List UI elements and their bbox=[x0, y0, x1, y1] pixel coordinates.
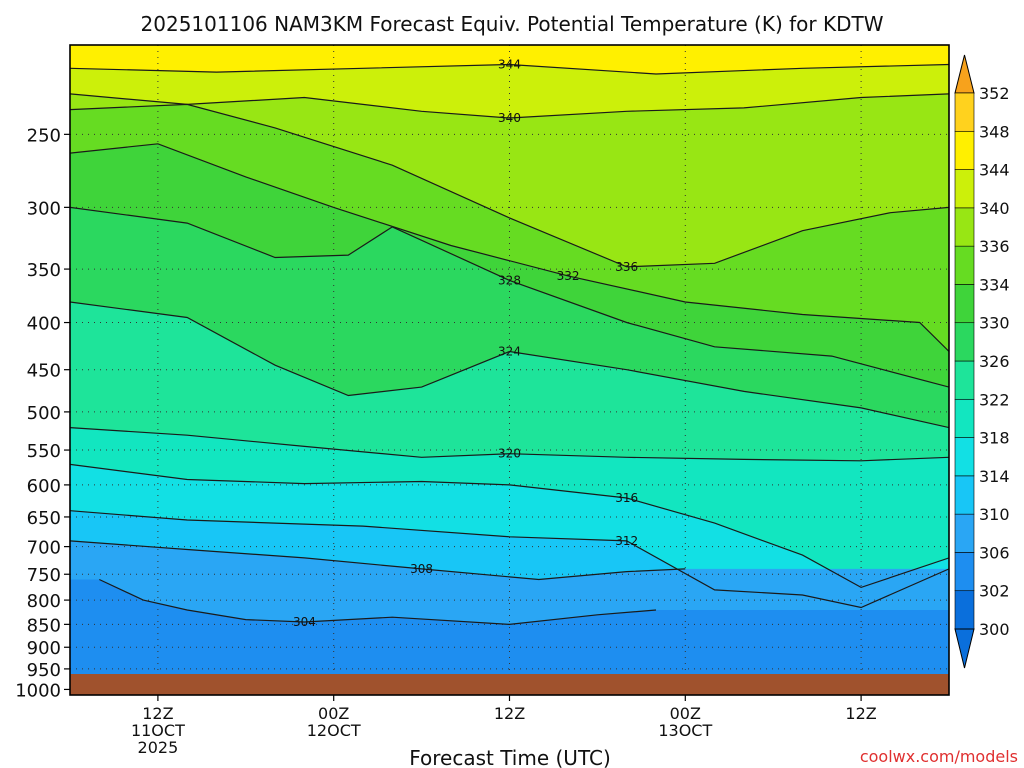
y-tick-label: 650 bbox=[27, 508, 61, 529]
contour-label: 332 bbox=[557, 269, 580, 283]
y-tick-label: 950 bbox=[27, 660, 61, 681]
band-fill bbox=[70, 579, 949, 695]
contour-label: 308 bbox=[410, 562, 433, 576]
contour-label: 312 bbox=[615, 534, 638, 548]
colorbar-label: 306 bbox=[979, 543, 1010, 562]
colorbar-label: 322 bbox=[979, 390, 1010, 409]
x-tick-label: 13OCT bbox=[658, 721, 712, 740]
contour-label: 324 bbox=[498, 345, 521, 359]
colorbar-swatch bbox=[954, 92, 975, 132]
x-tick-label: 00Z bbox=[670, 704, 701, 723]
contour-344 bbox=[70, 63, 949, 75]
colorbar-label: 348 bbox=[979, 122, 1010, 141]
y-tick-label: 800 bbox=[27, 591, 61, 612]
x-tick-label: 12Z bbox=[845, 704, 876, 723]
contour-label: 344 bbox=[498, 58, 521, 72]
colorbar-swatch bbox=[954, 130, 975, 170]
colorbar-label: 314 bbox=[979, 467, 1010, 486]
colorbar-swatch bbox=[954, 169, 975, 209]
contour-340 bbox=[70, 93, 949, 119]
x-tick-label: 11OCT bbox=[131, 721, 185, 740]
y-tick-label: 500 bbox=[27, 403, 61, 424]
contour-label: 304 bbox=[293, 615, 316, 629]
colorbar-swatch bbox=[954, 207, 975, 247]
y-axis: 2503003504004505005506006507007508008509… bbox=[15, 125, 70, 701]
y-tick-label: 550 bbox=[27, 441, 61, 462]
y-tick-label: 750 bbox=[27, 565, 61, 586]
contour-label: 340 bbox=[498, 111, 521, 125]
contour-324 bbox=[70, 301, 949, 429]
plot-area: 344 340 336 332 328 324 320 316 312 308 304 bbox=[70, 45, 949, 695]
colorbar-swatch bbox=[954, 284, 975, 324]
x-tick-label: 2025 bbox=[138, 738, 179, 757]
colorbar-extend-max bbox=[954, 54, 975, 94]
watermark: coolwx.com/models bbox=[860, 747, 1018, 766]
colorbar-swatch bbox=[954, 475, 975, 515]
y-tick-label: 1000 bbox=[15, 680, 61, 701]
colorbar-swatch bbox=[954, 552, 975, 592]
colorbar-swatch bbox=[954, 398, 975, 438]
colorbar-label: 326 bbox=[979, 352, 1010, 371]
y-tick-label: 450 bbox=[27, 361, 61, 382]
contour-316 bbox=[70, 463, 949, 589]
contour-label: 316 bbox=[615, 491, 638, 505]
colorbar-label: 334 bbox=[979, 275, 1010, 294]
contour-312 bbox=[70, 510, 949, 609]
contour-332 bbox=[70, 143, 949, 352]
y-tick-label: 300 bbox=[27, 198, 61, 219]
contour-304 bbox=[99, 578, 657, 626]
colorbar-label: 336 bbox=[979, 237, 1010, 256]
y-tick-label: 700 bbox=[27, 538, 61, 559]
colorbar-swatch bbox=[954, 360, 975, 400]
contour-308 bbox=[70, 540, 686, 581]
x-tick-label: 12OCT bbox=[307, 721, 361, 740]
colorbar-label: 310 bbox=[979, 505, 1010, 524]
colorbar-swatch bbox=[954, 437, 975, 477]
x-tick-label: 12Z bbox=[494, 704, 525, 723]
colorbar-label: 302 bbox=[979, 582, 1010, 601]
colorbar-swatch bbox=[954, 590, 975, 630]
contour-label: 336 bbox=[615, 260, 638, 274]
x-axis-label: Forecast Time (UTC) bbox=[409, 746, 611, 768]
contour-328 bbox=[70, 206, 949, 388]
colorbar-swatch bbox=[954, 513, 975, 553]
ground-band bbox=[70, 674, 949, 695]
colorbar-label: 318 bbox=[979, 429, 1010, 448]
colorbar: 300 302 306 310 314 318 322 326 330 334 336 340 344 3… bbox=[954, 54, 1010, 669]
y-tick-label: 250 bbox=[27, 125, 61, 146]
colorbar-label: 300 bbox=[979, 620, 1010, 639]
colorbar-label: 340 bbox=[979, 199, 1010, 218]
y-tick-label: 900 bbox=[27, 638, 61, 659]
colorbar-label: 330 bbox=[979, 314, 1010, 333]
contour-320 bbox=[70, 427, 949, 462]
colorbar-swatch bbox=[954, 322, 975, 362]
y-tick-label: 600 bbox=[27, 476, 61, 497]
colorbar-label: 344 bbox=[979, 161, 1010, 180]
y-tick-label: 850 bbox=[27, 615, 61, 636]
colorbar-extend-min bbox=[954, 628, 975, 669]
contour-label: 320 bbox=[498, 447, 521, 461]
colorbar-swatch bbox=[954, 245, 975, 285]
y-tick-label: 350 bbox=[27, 260, 61, 281]
y-tick-label: 400 bbox=[27, 314, 61, 335]
contour-label: 328 bbox=[498, 273, 521, 287]
contour-336 bbox=[70, 103, 949, 268]
colorbar-label: 352 bbox=[979, 84, 1010, 103]
chart-title: 2025101106 NAM3KM Forecast Equiv. Potent… bbox=[141, 12, 884, 36]
x-tick-label: 12Z bbox=[142, 704, 173, 723]
x-tick-label: 00Z bbox=[318, 704, 349, 723]
